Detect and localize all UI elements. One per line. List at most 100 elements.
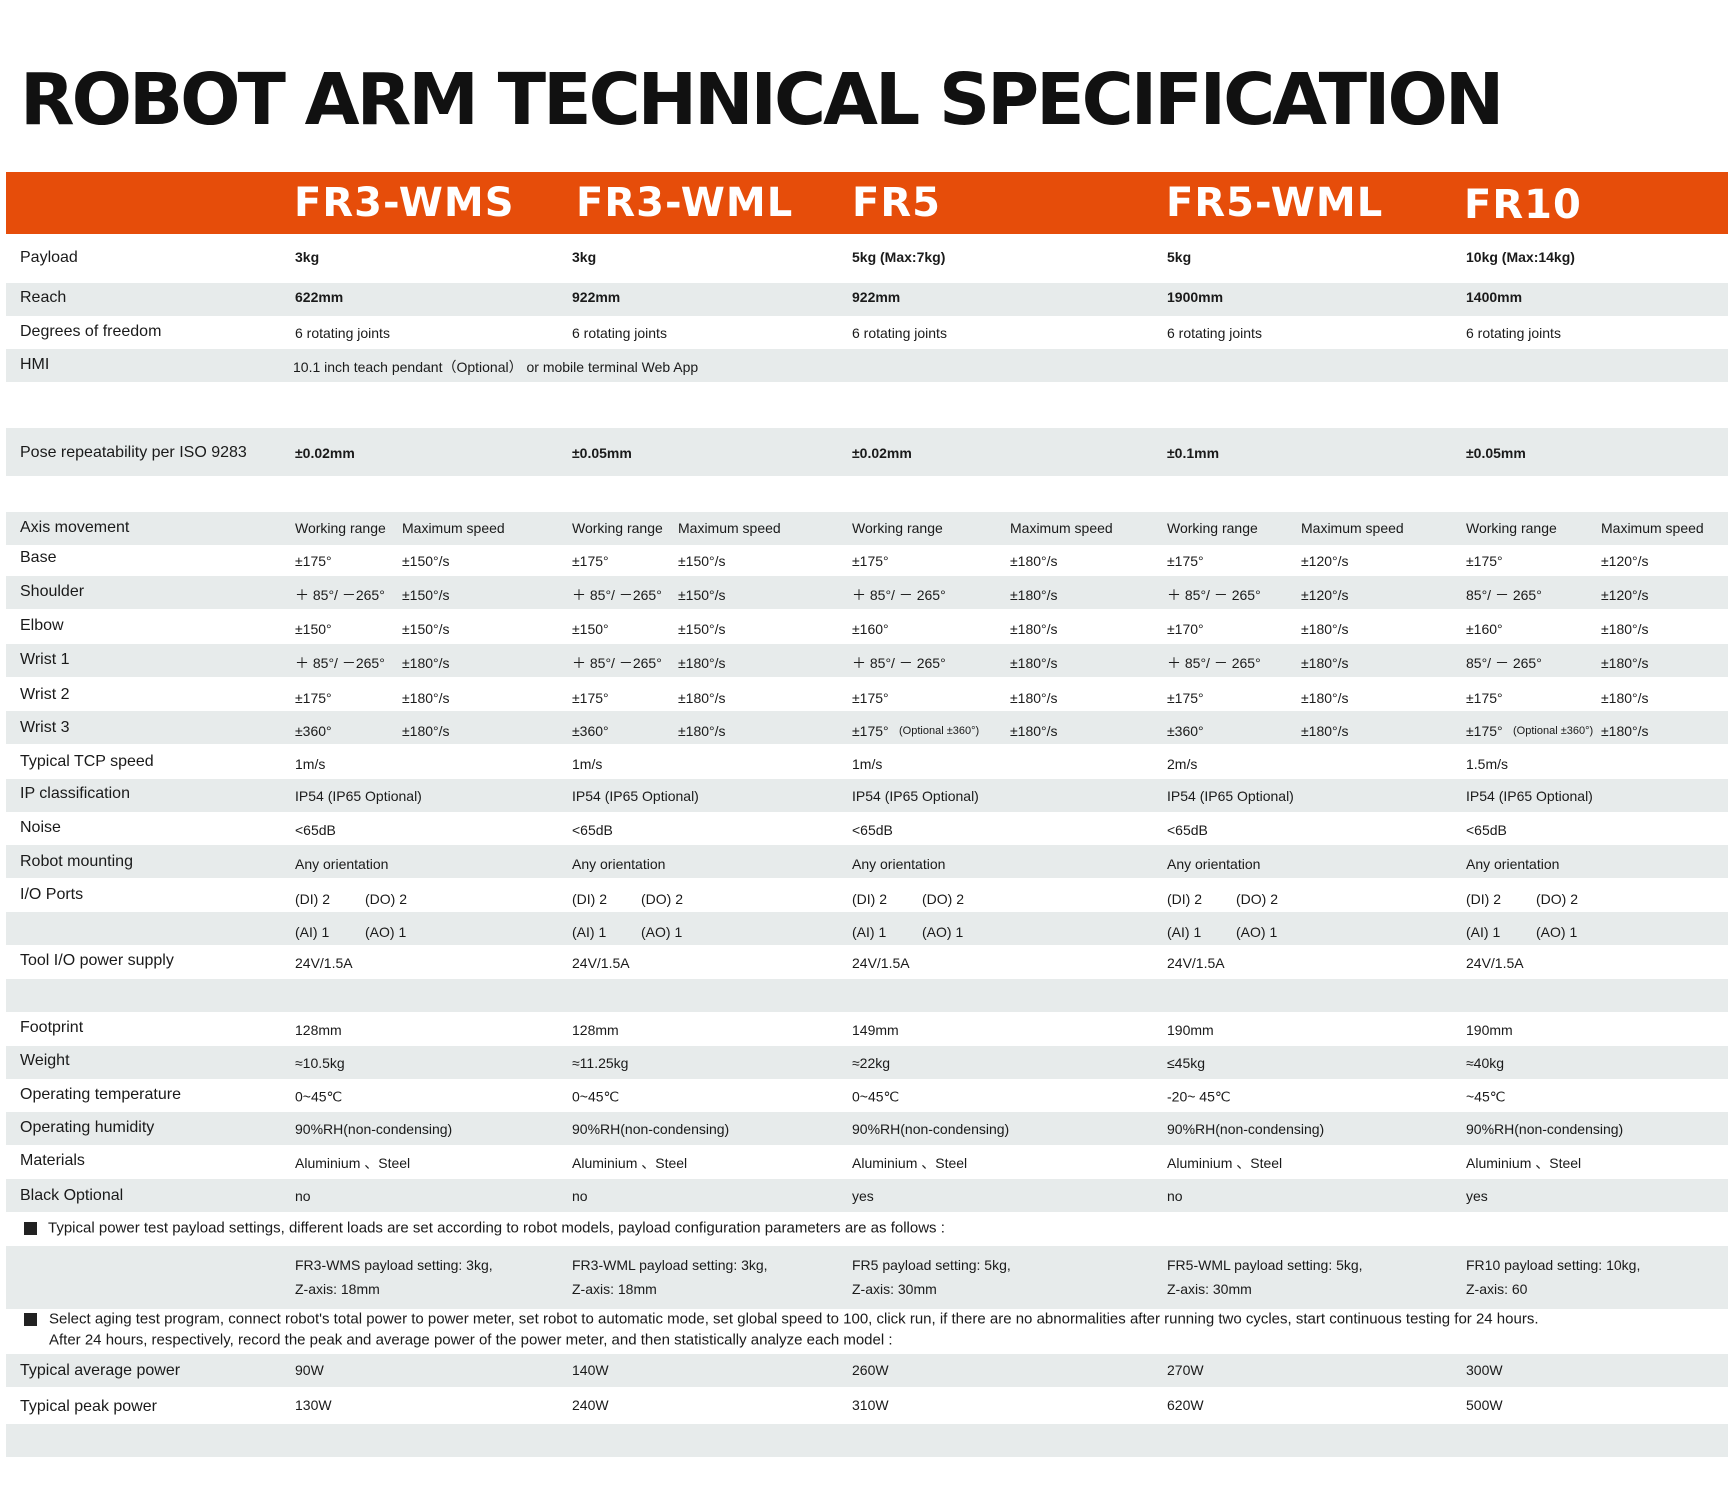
io-do-value: (DO) 2 bbox=[641, 891, 683, 907]
black-optional-value: no bbox=[572, 1188, 588, 1204]
ip-value: IP54 (IP65 Optional) bbox=[1466, 788, 1593, 804]
base-max-speed: ±150°/s bbox=[402, 553, 450, 569]
op-temp-value: 0~45℃ bbox=[295, 1088, 343, 1105]
shoulder-max-speed: ±120°/s bbox=[1601, 587, 1649, 603]
elbow-working-range: ±150° bbox=[572, 621, 609, 637]
row-band-spacer bbox=[6, 979, 1728, 1012]
io-ao-value: (AO) 1 bbox=[1536, 924, 1578, 940]
payload-setting-line1: FR5-WML payload setting: 5kg, bbox=[1167, 1257, 1363, 1273]
working-range-header: Working range bbox=[1167, 520, 1258, 536]
io-ai-value: (AI) 1 bbox=[1167, 924, 1202, 940]
payload-setting-line1: FR10 payload setting: 10kg, bbox=[1466, 1257, 1641, 1273]
tool-io-value: 24V/1.5A bbox=[1167, 955, 1225, 971]
mounting-value: Any orientation bbox=[1466, 856, 1560, 872]
base-working-range: ±175° bbox=[295, 553, 332, 569]
row-label-wrist3: Wrist 3 bbox=[20, 719, 70, 736]
avg-power-value: 270W bbox=[1167, 1362, 1204, 1378]
page-title: ROBOT ARM TECHNICAL SPECIFICATION bbox=[20, 58, 1504, 141]
payload-setting-line1: FR3-WMS payload setting: 3kg, bbox=[295, 1257, 493, 1273]
peak-power-value: 130W bbox=[295, 1397, 332, 1413]
reach-value: 922mm bbox=[852, 289, 901, 305]
wrist1-working-range: 85°/ － 265° bbox=[1466, 655, 1542, 671]
dof-value: 6 rotating joints bbox=[852, 325, 947, 341]
weight-value: ≤45kg bbox=[1167, 1055, 1206, 1071]
row-label-mounting: Robot mounting bbox=[20, 853, 133, 870]
elbow-working-range: ±150° bbox=[295, 621, 332, 637]
model-header-fr5-wml: FR5-WML bbox=[1166, 180, 1384, 226]
wrist1-working-range: ＋ 85°/ －265° bbox=[572, 655, 662, 671]
base-max-speed: ±120°/s bbox=[1601, 553, 1649, 569]
mounting-value: Any orientation bbox=[572, 856, 666, 872]
wrist1-max-speed: ±180°/s bbox=[1301, 655, 1349, 671]
base-working-range: ±175° bbox=[1466, 553, 1503, 569]
note-aging-test-line1: Select aging test program, connect robot… bbox=[49, 1310, 1539, 1328]
footprint-value: 190mm bbox=[1167, 1022, 1214, 1038]
dof-value: 6 rotating joints bbox=[572, 325, 667, 341]
payload-value: 5kg (Max:7kg) bbox=[852, 249, 946, 265]
io-do-value: (DO) 2 bbox=[1236, 891, 1278, 907]
optional-range-note: (Optional ±360°) bbox=[1513, 725, 1594, 737]
reach-value: 622mm bbox=[295, 289, 344, 305]
wrist3-working-range: ±360° bbox=[572, 723, 609, 739]
weight-value: ≈40kg bbox=[1466, 1055, 1505, 1071]
weight-value: ≈22kg bbox=[852, 1055, 891, 1071]
row-label-hmi: HMI bbox=[20, 356, 50, 373]
maximum-speed-header: Maximum speed bbox=[402, 520, 505, 536]
tool-io-value: 24V/1.5A bbox=[1466, 955, 1524, 971]
io-do-value: (DO) 2 bbox=[1536, 891, 1578, 907]
shoulder-max-speed: ±150°/s bbox=[402, 587, 450, 603]
op-humidity-value: 90%RH(non-condensing) bbox=[572, 1121, 730, 1137]
wrist1-working-range: ＋ 85°/ －265° bbox=[295, 655, 385, 671]
payload-setting-line2: Z-axis: 60 bbox=[1466, 1281, 1528, 1297]
row-label-elbow: Elbow bbox=[20, 617, 64, 634]
footprint-value: 149mm bbox=[852, 1022, 899, 1038]
payload-value: 3kg bbox=[295, 249, 320, 265]
wrist2-working-range: ±175° bbox=[1167, 690, 1204, 706]
footprint-value: 190mm bbox=[1466, 1022, 1513, 1038]
wrist1-max-speed: ±180°/s bbox=[402, 655, 450, 671]
base-working-range: ±175° bbox=[572, 553, 609, 569]
row-label-ophum: Operating humidity bbox=[20, 1119, 155, 1136]
base-max-speed: ±120°/s bbox=[1301, 553, 1349, 569]
noise-value: <65dB bbox=[852, 822, 893, 838]
row-label-ip: IP classification bbox=[20, 785, 130, 802]
io-ai-value: (AI) 1 bbox=[1466, 924, 1501, 940]
io-ao-value: (AO) 1 bbox=[365, 924, 407, 940]
materials-value: Aluminium 、Steel bbox=[1167, 1155, 1283, 1171]
wrist3-working-range: ±360° bbox=[1167, 723, 1204, 739]
bullet-square-icon bbox=[24, 1222, 37, 1235]
payload-setting-line1: FR5 payload setting: 5kg, bbox=[852, 1257, 1011, 1273]
noise-value: <65dB bbox=[295, 822, 336, 838]
elbow-max-speed: ±150°/s bbox=[402, 621, 450, 637]
wrist2-working-range: ±175° bbox=[572, 690, 609, 706]
payload-setting-line1: FR3-WML payload setting: 3kg, bbox=[572, 1257, 768, 1273]
reach-value: 1400mm bbox=[1466, 289, 1523, 305]
wrist3-max-speed: ±180°/s bbox=[1010, 723, 1058, 739]
reach-value: 922mm bbox=[572, 289, 621, 305]
wrist3-max-speed: ±180°/s bbox=[1601, 723, 1649, 739]
mounting-value: Any orientation bbox=[1167, 856, 1261, 872]
row-band-weight bbox=[6, 1046, 1728, 1079]
shoulder-max-speed: ±180°/s bbox=[1010, 587, 1058, 603]
wrist1-max-speed: ±180°/s bbox=[1601, 655, 1649, 671]
base-working-range: ±175° bbox=[852, 553, 889, 569]
ip-value: IP54 (IP65 Optional) bbox=[295, 788, 422, 804]
pose-value: ±0.02mm bbox=[295, 445, 355, 461]
wrist1-max-speed: ±180°/s bbox=[678, 655, 726, 671]
io-ao-value: (AO) 1 bbox=[1236, 924, 1278, 940]
wrist3-working-range: ±360° bbox=[295, 723, 332, 739]
materials-value: Aluminium 、Steel bbox=[295, 1155, 411, 1171]
row-label-axis: Axis movement bbox=[20, 519, 130, 536]
black-optional-value: yes bbox=[852, 1188, 874, 1204]
wrist3-working-range: ±175° bbox=[1466, 723, 1503, 739]
materials-value: Aluminium 、Steel bbox=[852, 1155, 968, 1171]
elbow-working-range: ±170° bbox=[1167, 621, 1204, 637]
tool-io-value: 24V/1.5A bbox=[572, 955, 630, 971]
model-header-fr3-wms: FR3-WMS bbox=[294, 180, 515, 226]
shoulder-working-range: 85°/ － 265° bbox=[1466, 587, 1542, 603]
tcp-value: 2m/s bbox=[1167, 756, 1198, 772]
row-label-dof: Degrees of freedom bbox=[20, 323, 162, 340]
wrist2-working-range: ±175° bbox=[852, 690, 889, 706]
payload-setting-line2: Z-axis: 30mm bbox=[852, 1281, 937, 1297]
wrist2-working-range: ±175° bbox=[1466, 690, 1503, 706]
